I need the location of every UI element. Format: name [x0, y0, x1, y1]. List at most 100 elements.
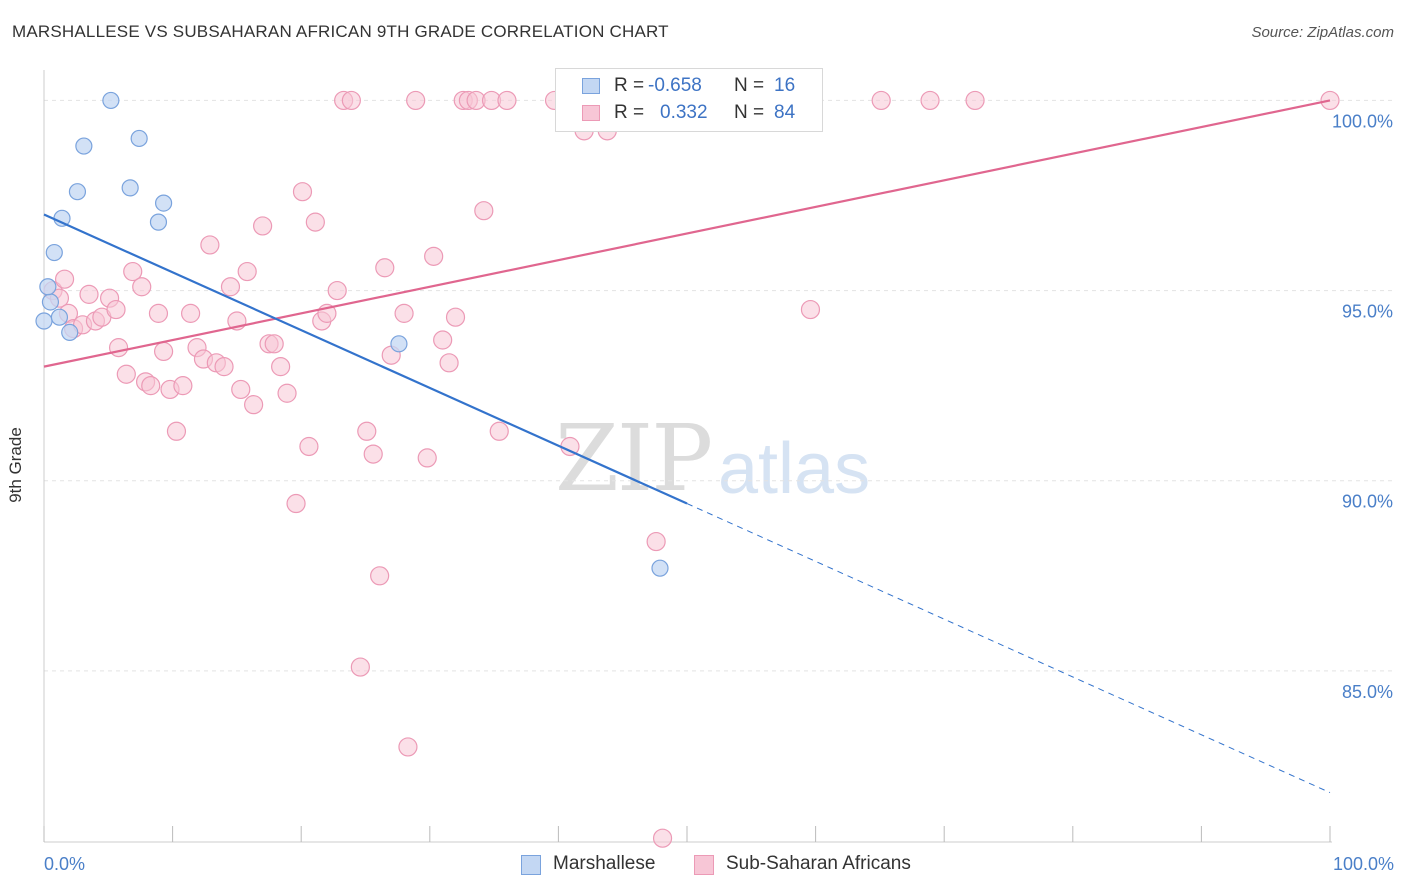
marshallese-point — [154, 194, 173, 212]
subsaharan-point — [646, 531, 666, 552]
legend-swatch-marshallese — [582, 78, 600, 94]
marshallese-point — [50, 308, 69, 326]
subsaharan-point — [398, 737, 418, 757]
marshallese-point — [61, 323, 79, 342]
marshallese-point — [75, 137, 93, 155]
subsaharan-point — [417, 448, 437, 468]
subsaharan-point — [305, 212, 325, 232]
subsaharan-point — [474, 201, 494, 221]
marshallese-point — [39, 278, 57, 296]
tick-label-layer: 100.0% 95.0% 90.0% 85.0% 0.0% 100.0% — [44, 111, 1394, 874]
marshallese-point — [68, 183, 87, 201]
correlation-legend: R = -0.658 N = 16 R = 0.332 N = 84 — [555, 68, 823, 132]
subsaharan-point — [286, 493, 306, 514]
bottom-legend-swatch-marshallese — [521, 855, 541, 875]
subsaharan-point — [173, 376, 193, 396]
points-layer — [35, 90, 1340, 848]
marshallese-point — [130, 129, 148, 148]
bottom-legend-label-subsaharan: Sub-Saharan Africans — [726, 853, 911, 874]
marshallese-point — [651, 559, 669, 577]
subsaharan-point — [370, 566, 390, 586]
marshallese-point — [149, 213, 168, 231]
legend-n-value: 16 — [774, 75, 796, 96]
subsaharan-point — [424, 246, 444, 266]
subsaharan-point — [433, 330, 453, 350]
subsaharan-point — [327, 280, 347, 301]
subsaharan-point — [271, 357, 291, 377]
subsaharan-point — [220, 277, 241, 297]
subsaharan-point — [54, 269, 75, 289]
subsaharan-point — [497, 90, 517, 111]
subsaharan-point — [394, 303, 414, 323]
marshallese-point — [41, 293, 60, 311]
watermark-atlas: atlas — [718, 429, 871, 509]
y-tick-label: 100.0% — [1332, 111, 1393, 131]
subsaharan-point — [214, 357, 234, 377]
subsaharan-point — [341, 90, 361, 111]
subsaharan-point — [231, 379, 251, 400]
subsaharan-point — [920, 90, 940, 111]
subsaharan-point — [350, 657, 370, 677]
legend-r-label: R = — [614, 75, 645, 96]
marshallese-trendline-extension — [686, 503, 1331, 794]
subsaharan-trendline — [43, 99, 1331, 368]
subsaharan-point — [106, 299, 126, 320]
subsaharan-point — [79, 284, 99, 304]
legend-r-label: R = — [614, 102, 645, 123]
marshallese-point — [45, 243, 63, 262]
legend-row-subsaharan: R = 0.332 N = 84 — [556, 101, 822, 127]
y-tick-label: 85.0% — [1342, 682, 1393, 702]
marshallese-point — [102, 91, 120, 110]
subsaharan-point — [965, 90, 985, 111]
subsaharan-point — [299, 436, 319, 457]
subsaharan-point — [800, 299, 821, 320]
subsaharan-point — [264, 334, 284, 354]
x-tick-label: 0.0% — [44, 854, 85, 874]
subsaharan-point — [132, 277, 152, 297]
legend-n-label: N = — [734, 75, 765, 96]
y-tick-label: 95.0% — [1342, 302, 1393, 322]
subsaharan-point — [141, 376, 161, 396]
marshallese-point — [35, 312, 53, 330]
marshallese-trendline — [43, 213, 688, 505]
trend-layer — [43, 99, 1331, 794]
legend-r-value: 0.332 — [660, 102, 708, 123]
subsaharan-point — [406, 90, 426, 111]
chart-title: MARSHALLESE VS SUBSAHARAN AFRICAN 9TH GR… — [12, 22, 669, 41]
watermark-zip: ZIP — [555, 405, 713, 512]
subsaharan-point — [489, 421, 509, 441]
subsaharan-point — [200, 235, 220, 255]
subsaharan-point — [292, 182, 313, 202]
source-label: Source: ZipAtlas.com — [1251, 24, 1394, 41]
legend-n-label: N = — [734, 102, 765, 123]
bottom-legend-swatch-subsaharan — [694, 855, 714, 875]
axis-layer — [43, 70, 1332, 843]
marshallese-point — [390, 335, 408, 353]
subsaharan-point — [116, 364, 136, 384]
subsaharan-point — [181, 303, 201, 323]
subsaharan-point — [871, 90, 891, 111]
subsaharan-point — [652, 828, 673, 848]
subsaharan-point — [108, 338, 129, 358]
subsaharan-point — [123, 261, 143, 282]
subsaharan-point — [253, 216, 273, 236]
legend-r-value: -0.658 — [648, 75, 702, 96]
subsaharan-point — [244, 395, 264, 415]
legend-swatch-subsaharan — [582, 105, 600, 121]
subsaharan-point — [277, 383, 297, 403]
legend-n-value: 84 — [774, 102, 796, 123]
bottom-legend-label-marshallese: Marshallese — [553, 853, 656, 874]
subsaharan-point — [375, 258, 395, 278]
subsaharan-point — [148, 303, 169, 323]
subsaharan-point — [357, 421, 377, 441]
subsaharan-point — [363, 444, 383, 464]
legend-row-marshallese: R = -0.658 N = 16 — [556, 74, 822, 100]
x-tick-label: 100.0% — [1333, 854, 1394, 874]
y-tick-label: 90.0% — [1342, 492, 1393, 512]
subsaharan-point — [439, 353, 459, 373]
subsaharan-point — [445, 307, 466, 327]
subsaharan-point — [166, 421, 187, 441]
marshallese-point — [53, 209, 71, 227]
subsaharan-point — [153, 341, 174, 362]
